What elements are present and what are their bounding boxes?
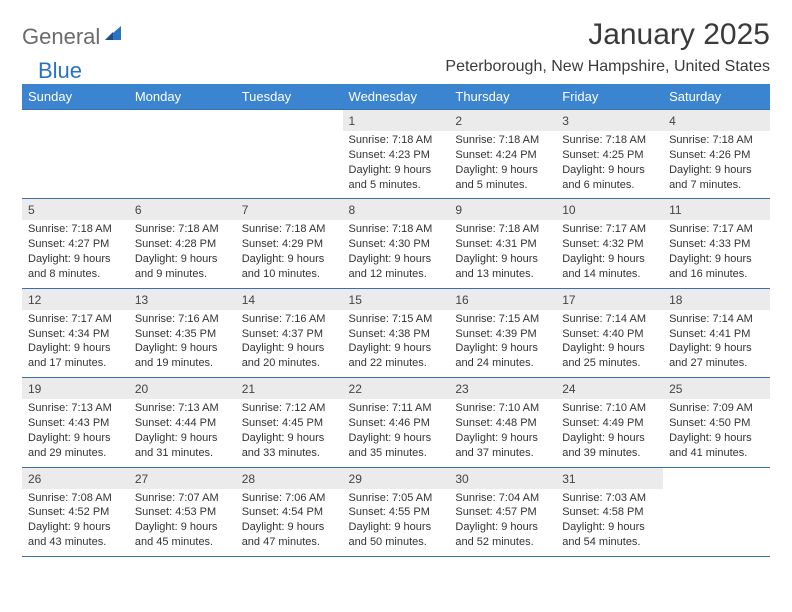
detail-row: Sunrise: 7:08 AMSunset: 4:52 PMDaylight:…: [22, 489, 770, 557]
detail-cell: [663, 489, 770, 557]
date-cell: 4: [663, 110, 770, 132]
detail-cell: Sunrise: 7:18 AMSunset: 4:28 PMDaylight:…: [129, 220, 236, 288]
detail-cell: Sunrise: 7:07 AMSunset: 4:53 PMDaylight:…: [129, 489, 236, 557]
date-row: 567891011: [22, 199, 770, 221]
detail-cell: Sunrise: 7:15 AMSunset: 4:39 PMDaylight:…: [449, 310, 556, 378]
date-cell: 9: [449, 199, 556, 221]
calendar-body: 1234Sunrise: 7:18 AMSunset: 4:23 PMDayli…: [22, 110, 770, 557]
date-cell: 3: [556, 110, 663, 132]
detail-row: Sunrise: 7:13 AMSunset: 4:43 PMDaylight:…: [22, 399, 770, 467]
detail-cell: Sunrise: 7:17 AMSunset: 4:32 PMDaylight:…: [556, 220, 663, 288]
detail-cell: Sunrise: 7:10 AMSunset: 4:48 PMDaylight:…: [449, 399, 556, 467]
detail-cell: Sunrise: 7:18 AMSunset: 4:27 PMDaylight:…: [22, 220, 129, 288]
date-cell: 6: [129, 199, 236, 221]
weekday-header: Sunday: [22, 84, 129, 110]
weekday-header: Saturday: [663, 84, 770, 110]
date-cell: 12: [22, 288, 129, 310]
weekday-header: Tuesday: [236, 84, 343, 110]
date-cell: 1: [343, 110, 450, 132]
date-cell: [236, 110, 343, 132]
date-cell: 30: [449, 467, 556, 489]
date-row: 19202122232425: [22, 378, 770, 400]
detail-cell: Sunrise: 7:17 AMSunset: 4:34 PMDaylight:…: [22, 310, 129, 378]
detail-cell: Sunrise: 7:13 AMSunset: 4:44 PMDaylight:…: [129, 399, 236, 467]
detail-cell: Sunrise: 7:18 AMSunset: 4:23 PMDaylight:…: [343, 131, 450, 199]
detail-cell: Sunrise: 7:18 AMSunset: 4:30 PMDaylight:…: [343, 220, 450, 288]
title-block: January 2025: [588, 18, 770, 52]
calendar-page: General January 2025 Blue Peterborough, …: [0, 0, 792, 567]
detail-cell: Sunrise: 7:03 AMSunset: 4:58 PMDaylight:…: [556, 489, 663, 557]
detail-cell: Sunrise: 7:16 AMSunset: 4:35 PMDaylight:…: [129, 310, 236, 378]
date-cell: 29: [343, 467, 450, 489]
detail-row: Sunrise: 7:18 AMSunset: 4:23 PMDaylight:…: [22, 131, 770, 199]
date-cell: 27: [129, 467, 236, 489]
date-cell: 7: [236, 199, 343, 221]
weekday-header: Thursday: [449, 84, 556, 110]
detail-cell: [22, 131, 129, 199]
detail-cell: Sunrise: 7:18 AMSunset: 4:24 PMDaylight:…: [449, 131, 556, 199]
date-row: 1234: [22, 110, 770, 132]
date-cell: 2: [449, 110, 556, 132]
date-row: 12131415161718: [22, 288, 770, 310]
date-cell: 13: [129, 288, 236, 310]
date-cell: 5: [22, 199, 129, 221]
detail-cell: Sunrise: 7:10 AMSunset: 4:49 PMDaylight:…: [556, 399, 663, 467]
detail-cell: Sunrise: 7:18 AMSunset: 4:29 PMDaylight:…: [236, 220, 343, 288]
detail-cell: Sunrise: 7:14 AMSunset: 4:40 PMDaylight:…: [556, 310, 663, 378]
weekday-header: Wednesday: [343, 84, 450, 110]
detail-cell: Sunrise: 7:18 AMSunset: 4:25 PMDaylight:…: [556, 131, 663, 199]
detail-cell: Sunrise: 7:17 AMSunset: 4:33 PMDaylight:…: [663, 220, 770, 288]
detail-cell: Sunrise: 7:14 AMSunset: 4:41 PMDaylight:…: [663, 310, 770, 378]
date-cell: 31: [556, 467, 663, 489]
detail-cell: [129, 131, 236, 199]
date-cell: 19: [22, 378, 129, 400]
date-cell: [22, 110, 129, 132]
date-cell: 24: [556, 378, 663, 400]
date-cell: 10: [556, 199, 663, 221]
sail-icon: [103, 24, 125, 47]
date-cell: 23: [449, 378, 556, 400]
month-title: January 2025: [588, 18, 770, 52]
date-cell: [129, 110, 236, 132]
detail-cell: Sunrise: 7:18 AMSunset: 4:26 PMDaylight:…: [663, 131, 770, 199]
date-cell: 20: [129, 378, 236, 400]
detail-cell: Sunrise: 7:16 AMSunset: 4:37 PMDaylight:…: [236, 310, 343, 378]
date-cell: 22: [343, 378, 450, 400]
date-cell: 18: [663, 288, 770, 310]
detail-cell: Sunrise: 7:05 AMSunset: 4:55 PMDaylight:…: [343, 489, 450, 557]
detail-cell: Sunrise: 7:08 AMSunset: 4:52 PMDaylight:…: [22, 489, 129, 557]
detail-cell: Sunrise: 7:06 AMSunset: 4:54 PMDaylight:…: [236, 489, 343, 557]
brand-word1: General: [22, 24, 100, 50]
date-cell: [663, 467, 770, 489]
detail-row: Sunrise: 7:18 AMSunset: 4:27 PMDaylight:…: [22, 220, 770, 288]
date-cell: 15: [343, 288, 450, 310]
date-cell: 21: [236, 378, 343, 400]
detail-cell: [236, 131, 343, 199]
detail-cell: Sunrise: 7:09 AMSunset: 4:50 PMDaylight:…: [663, 399, 770, 467]
location-subtitle: Peterborough, New Hampshire, United Stat…: [445, 58, 770, 76]
weekday-header: Monday: [129, 84, 236, 110]
brand-logo: General: [22, 18, 127, 50]
date-cell: 26: [22, 467, 129, 489]
date-cell: 8: [343, 199, 450, 221]
date-cell: 17: [556, 288, 663, 310]
weekday-header: Friday: [556, 84, 663, 110]
date-cell: 28: [236, 467, 343, 489]
detail-cell: Sunrise: 7:11 AMSunset: 4:46 PMDaylight:…: [343, 399, 450, 467]
detail-cell: Sunrise: 7:04 AMSunset: 4:57 PMDaylight:…: [449, 489, 556, 557]
detail-cell: Sunrise: 7:13 AMSunset: 4:43 PMDaylight:…: [22, 399, 129, 467]
header-row: General January 2025: [22, 18, 770, 52]
weekday-header-row: Sunday Monday Tuesday Wednesday Thursday…: [22, 84, 770, 110]
date-cell: 16: [449, 288, 556, 310]
calendar-table: Sunday Monday Tuesday Wednesday Thursday…: [22, 84, 770, 557]
detail-cell: Sunrise: 7:18 AMSunset: 4:31 PMDaylight:…: [449, 220, 556, 288]
date-cell: 11: [663, 199, 770, 221]
detail-cell: Sunrise: 7:15 AMSunset: 4:38 PMDaylight:…: [343, 310, 450, 378]
date-row: 262728293031: [22, 467, 770, 489]
date-cell: 14: [236, 288, 343, 310]
detail-cell: Sunrise: 7:12 AMSunset: 4:45 PMDaylight:…: [236, 399, 343, 467]
detail-row: Sunrise: 7:17 AMSunset: 4:34 PMDaylight:…: [22, 310, 770, 378]
date-cell: 25: [663, 378, 770, 400]
brand-word2: Blue: [38, 58, 82, 83]
